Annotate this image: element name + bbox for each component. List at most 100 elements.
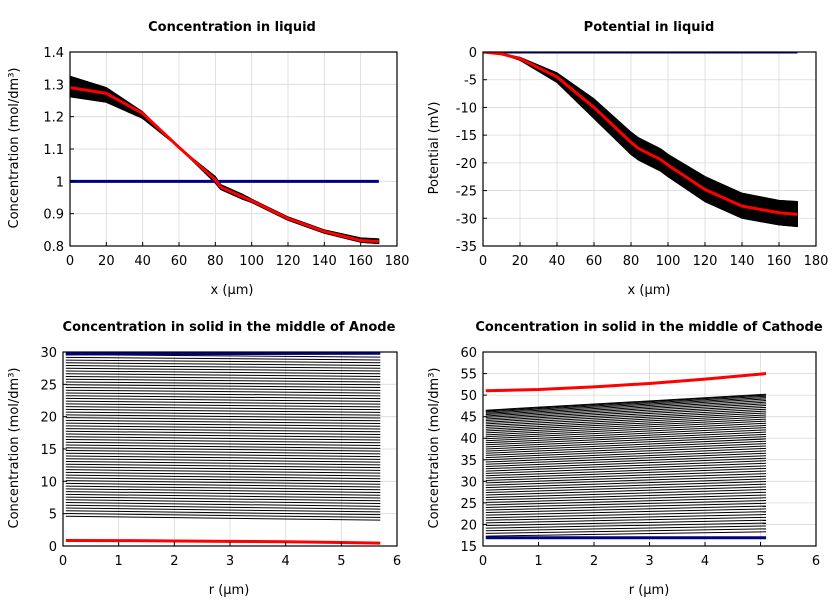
- y-tick-label: 30: [40, 346, 57, 361]
- radial-profile-line: [65, 370, 381, 375]
- x-tick-label: 160: [767, 254, 792, 269]
- radial-profile-line: [485, 500, 767, 508]
- x-tick-label: 1: [534, 554, 542, 569]
- radial-profile-line: [65, 455, 381, 460]
- plot-frame: [482, 51, 817, 247]
- radial-profile-line: [65, 373, 381, 378]
- radial-profile-line: [65, 400, 381, 405]
- y-tick-label: 0.8: [43, 240, 64, 255]
- radial-profile-line: [485, 414, 767, 430]
- y-tick-label: 55: [460, 368, 477, 383]
- plot-area: [483, 52, 798, 228]
- y-tick-label: 50: [460, 389, 477, 404]
- radial-profile-line: [485, 455, 767, 468]
- radial-profile-line: [65, 365, 381, 369]
- radial-profile-line: [65, 359, 381, 364]
- x-tick-label: 5: [337, 554, 345, 569]
- x-tick-label: 0: [59, 554, 67, 569]
- radial-profile-line: [485, 486, 767, 496]
- x-tick-label: 60: [586, 254, 603, 269]
- radial-profile-line: [65, 482, 381, 488]
- profile-line: [70, 87, 379, 242]
- radial-profile-line: [485, 502, 767, 511]
- x-axis-label: r (µm): [629, 583, 670, 598]
- x-tick-label: 2: [170, 554, 178, 569]
- radial-profile-line: [485, 400, 767, 417]
- radial-profile-line: [485, 525, 767, 532]
- series-line: [485, 372, 767, 393]
- profile-line: [70, 89, 379, 243]
- x-tick-label: 40: [549, 254, 566, 269]
- profile-line: [483, 52, 798, 203]
- radial-profile-line: [65, 488, 381, 494]
- radial-profile-line: [485, 473, 767, 484]
- x-tick-label: 4: [282, 554, 290, 569]
- x-tick-label: 4: [701, 554, 709, 569]
- x-tick-label: 2: [590, 554, 598, 569]
- panel-solid-anode: Concentration in solid in the middle of …: [7, 320, 401, 598]
- x-tick-label: 1: [115, 554, 123, 569]
- radial-profile-line: [65, 491, 381, 496]
- y-axis-label: Concentration (mol/dm³): [427, 368, 442, 529]
- radial-profile-line: [485, 522, 767, 529]
- series-line: [70, 86, 379, 243]
- radial-profile-line: [65, 392, 381, 397]
- series-line: [65, 352, 381, 356]
- profile-line: [483, 52, 798, 204]
- radial-profile-line: [65, 499, 381, 505]
- x-tick-label: 120: [276, 254, 301, 269]
- radial-profile-line: [65, 376, 381, 380]
- chart-title: Potential in liquid: [584, 20, 715, 35]
- radial-profile-line: [65, 463, 381, 469]
- radial-profile-line: [485, 422, 767, 438]
- radial-profile-line: [485, 531, 767, 537]
- radial-profile-line: [65, 403, 381, 408]
- radial-profile-line: [65, 356, 381, 361]
- radial-profile-line: [65, 408, 381, 413]
- radial-profile-line: [485, 433, 767, 448]
- radial-profile-line: [65, 447, 381, 452]
- radial-profile-line: [65, 384, 381, 389]
- y-tick-label: 5: [49, 508, 57, 523]
- y-tick-label: 10: [40, 475, 57, 490]
- profile-line: [483, 52, 798, 217]
- radial-profile-line: [65, 381, 381, 386]
- radial-profile-line: [485, 410, 767, 427]
- radial-profile-line: [485, 514, 767, 521]
- x-tick-label: 0: [66, 254, 74, 269]
- x-tick-label: 0: [479, 254, 487, 269]
- radial-profile-line: [65, 433, 381, 438]
- profile-line: [70, 92, 379, 243]
- radial-profile-line: [485, 429, 767, 444]
- series-line: [483, 52, 798, 216]
- radial-profile-line: [485, 447, 767, 461]
- radial-profile-line: [65, 510, 381, 516]
- x-tick-label: 60: [171, 254, 188, 269]
- radial-profile-line: [485, 475, 767, 486]
- x-tick-label: 0: [479, 554, 487, 569]
- x-tick-label: 3: [645, 554, 653, 569]
- radial-profile-line: [485, 405, 767, 422]
- y-tick-label: 1.2: [43, 111, 64, 126]
- profile-line: [70, 87, 379, 242]
- x-tick-label: 80: [623, 254, 640, 269]
- series-line: [65, 539, 381, 545]
- radial-profile-line: [485, 403, 767, 420]
- radial-profile-line: [65, 406, 381, 411]
- radial-profile-line: [65, 507, 381, 513]
- y-tick-label: 30: [460, 475, 477, 490]
- radial-profile-line: [65, 452, 381, 458]
- plot-area: [485, 372, 767, 540]
- x-tick-label: 180: [385, 254, 410, 269]
- radial-profile-line: [65, 362, 381, 366]
- x-tick-label: 120: [693, 254, 718, 269]
- profile-line: [70, 85, 379, 242]
- radial-profile-line: [485, 438, 767, 452]
- y-tick-label: 15: [40, 443, 57, 458]
- radial-profile-line: [65, 496, 381, 502]
- radial-profile-line: [65, 477, 381, 482]
- x-axis-label: r (µm): [209, 583, 250, 598]
- radial-profile-line: [65, 460, 381, 466]
- radial-profile-line: [65, 480, 381, 485]
- profile-line: [483, 52, 798, 213]
